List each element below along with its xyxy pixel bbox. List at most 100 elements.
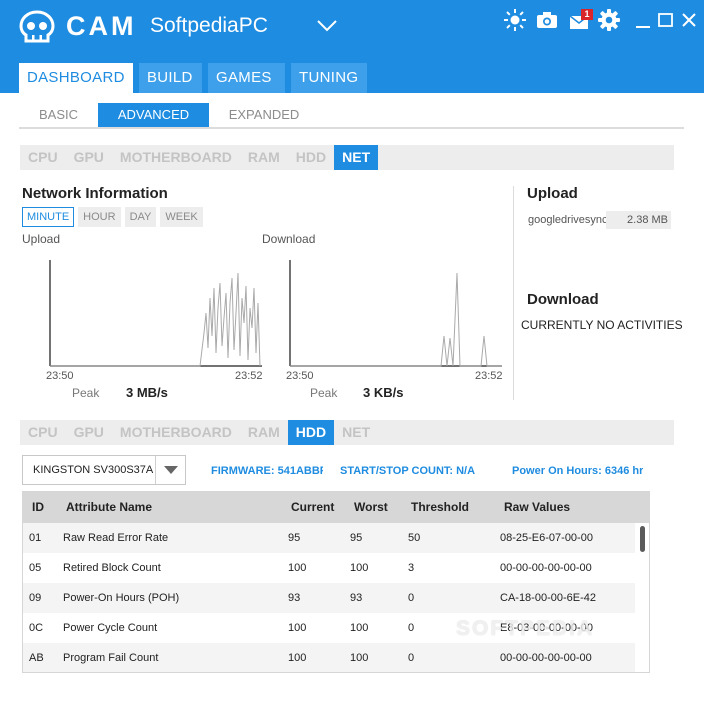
brand-name: CAM bbox=[66, 11, 137, 41]
column-header-id[interactable]: ID bbox=[32, 500, 44, 514]
table-row[interactable]: 0C Power Cycle Count 100 100 0 E8-03-00-… bbox=[23, 613, 635, 643]
account-name[interactable]: SoftpediaPC bbox=[150, 14, 268, 37]
download-time-start: 23:50 bbox=[286, 370, 314, 382]
comp-tab-cpu[interactable]: CPU bbox=[28, 149, 58, 165]
cell-threshold: 0 bbox=[408, 622, 415, 634]
tab-build[interactable]: BUILD bbox=[139, 63, 202, 93]
tab-dashboard[interactable]: DASHBOARD bbox=[19, 63, 133, 93]
comp-tab-cpu[interactable]: CPU bbox=[28, 424, 58, 440]
upload-process-size: 2.38 MB bbox=[606, 211, 671, 229]
subtab-expanded[interactable]: EXPANDED bbox=[228, 107, 300, 122]
tab-games[interactable]: GAMES bbox=[208, 63, 285, 93]
subtab-basic[interactable]: BASIC bbox=[38, 107, 78, 122]
cell-worst: 100 bbox=[350, 562, 369, 574]
upload-graph bbox=[49, 260, 262, 367]
comp-tab-gpu[interactable]: GPU bbox=[73, 149, 104, 165]
cell-id: 09 bbox=[29, 592, 42, 604]
start-stop-count: START/STOP COUNT: N/A bbox=[340, 465, 476, 477]
cell-raw-values: 00-00-00-00-00-00 bbox=[500, 652, 592, 664]
minimize-icon[interactable] bbox=[631, 8, 655, 32]
cell-worst: 100 bbox=[350, 652, 369, 664]
drive-dropdown-toggle[interactable] bbox=[155, 456, 185, 484]
column-header-threshold[interactable]: Threshold bbox=[411, 500, 470, 514]
cell-attribute: Raw Read Error Rate bbox=[63, 532, 169, 544]
column-header-current[interactable]: Current bbox=[291, 500, 335, 514]
firmware-info: FIRMWARE: 541ABBF0 bbox=[211, 465, 323, 477]
cell-attribute: Power-On Hours (POH) bbox=[63, 592, 180, 604]
upload-panel-title: Upload bbox=[527, 185, 578, 202]
cell-raw-values: E8-03-00-00-00-00 bbox=[500, 622, 593, 634]
cell-current: 100 bbox=[288, 622, 307, 634]
smart-attributes-table: ID Attribute Name Current Worst Threshol… bbox=[22, 491, 650, 673]
table-header: ID Attribute Name Current Worst Threshol… bbox=[23, 492, 649, 523]
comp-tab-hdd[interactable]: HDD bbox=[295, 149, 327, 165]
column-header-attribute[interactable]: Attribute Name bbox=[66, 500, 153, 514]
chevron-down-icon[interactable] bbox=[315, 15, 339, 35]
cell-threshold: 0 bbox=[408, 592, 415, 604]
download-graph bbox=[289, 260, 502, 367]
drive-dropdown[interactable]: KINGSTON SV300S37A bbox=[22, 455, 186, 485]
table-row[interactable]: 01 Raw Read Error Rate 95 95 50 08-25-E6… bbox=[23, 523, 635, 553]
upload-process-row: googledrivesync 2.38 MB bbox=[524, 211, 671, 229]
comp-tab-ram[interactable]: RAM bbox=[247, 149, 280, 165]
cell-raw-values: 00-00-00-00-00-00 bbox=[500, 562, 592, 574]
comp-tab-motherboard[interactable]: MOTHERBOARD bbox=[119, 424, 232, 440]
sun-icon[interactable] bbox=[503, 8, 527, 32]
camera-icon[interactable] bbox=[535, 8, 559, 32]
network-divider bbox=[513, 186, 514, 400]
cell-current: 93 bbox=[288, 592, 301, 604]
upload-graph-label: Upload bbox=[22, 232, 61, 246]
range-hour-button[interactable]: HOUR bbox=[78, 207, 121, 227]
cell-attribute: Program Fail Count bbox=[63, 652, 159, 664]
table-scrollbar[interactable] bbox=[636, 523, 649, 672]
cell-threshold: 0 bbox=[408, 652, 415, 664]
cell-current: 100 bbox=[288, 562, 307, 574]
download-peak-label: Peak bbox=[310, 386, 338, 400]
range-day-button[interactable]: DAY bbox=[124, 207, 157, 227]
upload-process-name: googledrivesync bbox=[528, 214, 606, 226]
download-status: CURRENTLY NO ACTIVITIES bbox=[521, 318, 683, 332]
cell-id: 01 bbox=[29, 532, 42, 544]
upload-time-end: 23:52 bbox=[235, 370, 263, 382]
comp-tab-ram[interactable]: RAM bbox=[247, 424, 280, 440]
tab-tuning[interactable]: TUNING bbox=[291, 63, 367, 93]
comp-tab-hdd[interactable]: HDD bbox=[287, 420, 335, 445]
download-panel-title: Download bbox=[527, 291, 599, 308]
comp-tab-net[interactable]: NET bbox=[334, 145, 379, 170]
close-icon[interactable] bbox=[677, 8, 701, 32]
component-tabs-network: CPU GPU MOTHERBOARD RAM HDD NET bbox=[20, 145, 674, 170]
comp-tab-gpu[interactable]: GPU bbox=[73, 424, 104, 440]
subtab-advanced[interactable]: ADVANCED bbox=[98, 103, 209, 127]
cell-id: AB bbox=[29, 652, 44, 664]
column-header-raw-values[interactable]: Raw Values bbox=[504, 500, 571, 514]
maximize-icon[interactable] bbox=[654, 8, 678, 32]
comp-tab-net[interactable]: NET bbox=[342, 424, 371, 440]
column-header-worst[interactable]: Worst bbox=[354, 500, 388, 514]
table-scrollbar-thumb[interactable] bbox=[640, 526, 645, 552]
comp-tab-motherboard[interactable]: MOTHERBOARD bbox=[119, 149, 232, 165]
table-row[interactable]: AB Program Fail Count 100 100 0 00-00-00… bbox=[23, 643, 635, 672]
cam-skull-logo-icon[interactable] bbox=[18, 10, 56, 44]
notification-badge: 1 bbox=[581, 9, 593, 20]
download-peak-value: 3 KB/s bbox=[363, 385, 404, 400]
cell-attribute: Power Cycle Count bbox=[63, 622, 158, 634]
drive-name: KINGSTON SV300S37A bbox=[33, 464, 154, 476]
range-week-button[interactable]: WEEK bbox=[160, 207, 203, 227]
cell-threshold: 3 bbox=[408, 562, 415, 574]
softpedia-watermark: SOFTPEDIA bbox=[456, 617, 595, 640]
title-bar: CAM SoftpediaPC 1 bbox=[0, 0, 704, 93]
caret-down-icon bbox=[164, 466, 178, 474]
network-info-title: Network Information bbox=[22, 185, 168, 202]
table-row[interactable]: 05 Retired Block Count 100 100 3 00-00-0… bbox=[23, 553, 635, 583]
power-on-hours: Power On Hours: 6346 hr bbox=[512, 465, 644, 477]
cell-worst: 93 bbox=[350, 592, 363, 604]
time-range-buttons: MINUTE HOUR DAY WEEK bbox=[22, 207, 203, 227]
download-time-end: 23:52 bbox=[475, 370, 503, 382]
cell-threshold: 50 bbox=[408, 532, 421, 544]
range-minute-button[interactable]: MINUTE bbox=[22, 207, 75, 227]
cell-current: 95 bbox=[288, 532, 301, 544]
cell-raw-values: CA-18-00-00-6E-42 bbox=[500, 592, 596, 604]
cell-worst: 95 bbox=[350, 532, 363, 544]
table-row[interactable]: 09 Power-On Hours (POH) 93 93 0 CA-18-00… bbox=[23, 583, 635, 613]
gear-icon[interactable] bbox=[597, 8, 621, 32]
